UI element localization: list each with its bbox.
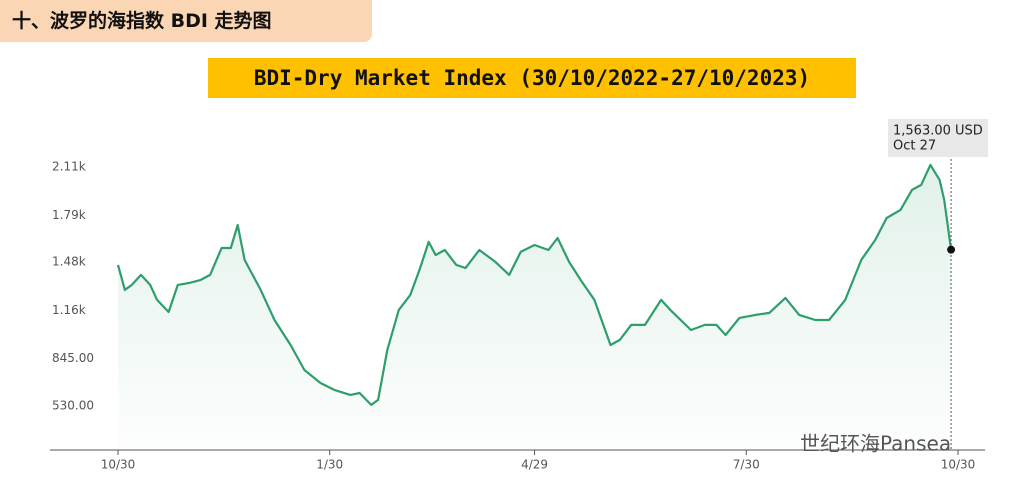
chart-title: BDI-Dry Market Index (30/10/2022-27/10/2… [208,58,856,98]
x-tick-label: 4/29 [521,458,548,472]
x-tick-label: 7/30 [733,458,760,472]
y-tick-label: 845.00 [52,351,94,365]
y-tick-label: 1.48k [52,255,86,269]
last-point [947,245,956,254]
watermark: 世纪环海Pansea [800,432,951,456]
y-tick-label: 1.79k [52,208,86,222]
tooltip-value: 1,563.00 USD [893,124,983,139]
y-tick-label: 1.16k [52,303,86,317]
x-tick-label: 10/30 [101,458,136,472]
x-tick-label: 10/30 [941,458,976,472]
tooltip-box [888,119,988,157]
y-tick-label: 2.11k [52,159,86,173]
area [118,164,952,450]
tooltip-date: Oct 27 [893,139,936,154]
line [116,163,953,406]
section-header: 十、波罗的海指数 BDI 走势图 [0,0,372,42]
x-tick-label: 1/30 [316,458,343,472]
y-tick-label: 530.00 [52,398,94,412]
